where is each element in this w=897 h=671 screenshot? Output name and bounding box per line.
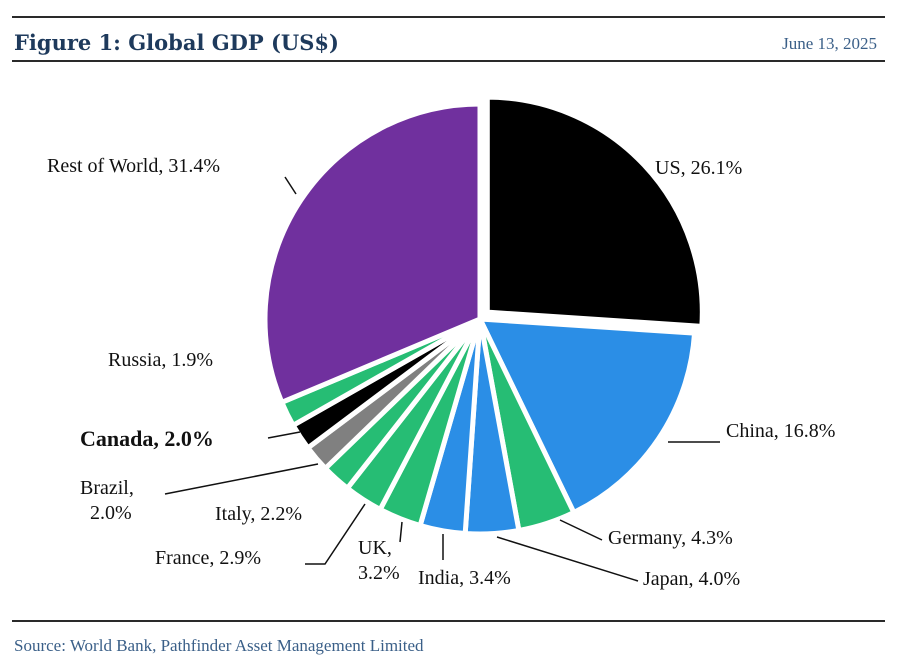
leader-line-france [305,503,366,565]
pie-chart: US, 26.1% China, 16.8% Germany, 4.3% Japan,… [47,94,835,590]
data-label-china: China, 16.8% [726,420,835,442]
leader-line-canada [267,431,301,439]
data-label-uk: UK, 3.2% [358,537,400,584]
leader-line-germany [559,519,603,541]
header-rule [12,60,885,62]
leader-line-uk [399,521,403,543]
data-label-france: France, 2.9% [155,547,261,569]
leader-line-brazil [164,463,319,495]
data-label-india: India, 3.4% [418,567,511,589]
leader-line-japan [496,536,639,582]
data-label-rest-of-world: Rest of World, 31.4% [47,155,220,177]
pie-slice-china [477,316,698,515]
top-rule [12,16,885,18]
source-note: Source: World Bank, Pathfinder Asset Man… [14,636,424,655]
chart-date: June 13, 2025 [782,34,877,53]
data-label-brazil: Brazil, 2.0% [80,477,134,524]
data-label-japan: Japan, 4.0% [643,568,740,590]
chart-title: Figure 1: Global GDP (US$) [14,30,339,55]
leader-line-rest-of-world [284,176,297,195]
data-label-russia: Russia, 1.9% [108,349,213,371]
data-label-us: US, 26.1% [655,157,742,179]
pie-slice-us [484,94,705,329]
data-label-germany: Germany, 4.3% [608,527,733,549]
data-label-italy: Italy, 2.2% [215,503,302,525]
footer-rule [12,620,885,622]
data-label-canada: Canada, 2.0% [80,426,214,451]
pie-slice-rest-of-world [262,101,483,405]
